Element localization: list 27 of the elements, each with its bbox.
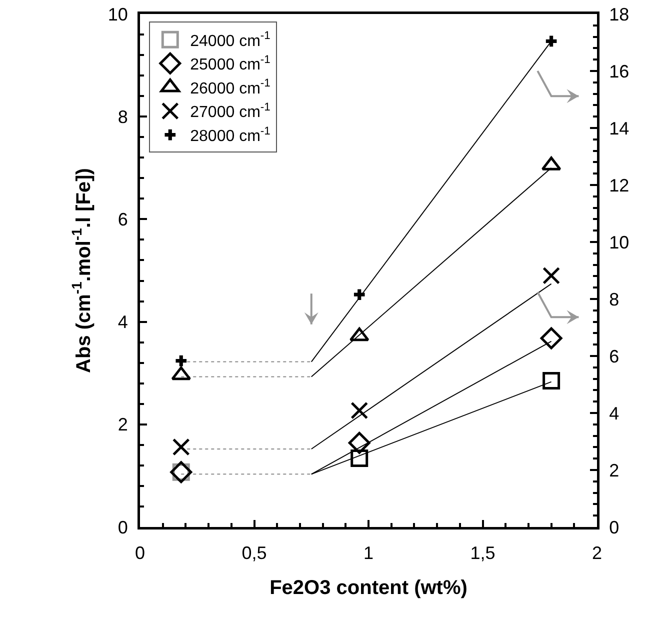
y2-tick-label: 6 xyxy=(609,346,620,366)
y2-tick-label: 0 xyxy=(609,517,620,538)
x-tick-label: 0 xyxy=(134,543,146,564)
x-tick-label: 0,5 xyxy=(242,543,267,564)
y-tick-label: 4 xyxy=(118,312,128,332)
y-tick-label: 2 xyxy=(118,414,128,435)
y2-tick-label: 10 xyxy=(609,232,630,252)
y2-tick-label: 14 xyxy=(609,118,630,138)
y-tick-label: 10 xyxy=(108,4,128,24)
y-tick-label: 6 xyxy=(118,210,128,230)
legend-label: 24000 cm$^{-1}$ xyxy=(190,30,270,50)
y-tick-label: 0 xyxy=(118,517,128,538)
x-tick-label: 1,5 xyxy=(470,543,496,564)
y2-tick-label: 12 xyxy=(609,175,630,196)
legend-label: 26000 cm$^{-1}$ xyxy=(190,78,270,98)
y2-tick-label: 8 xyxy=(609,289,620,310)
y2-tick-label: 18 xyxy=(609,4,630,24)
x-tick-label: 2 xyxy=(592,543,602,564)
y2-tick-label: 16 xyxy=(609,61,630,82)
legend-label: 28000 cm$^{-1}$ xyxy=(190,125,270,146)
x-tick-label: 1 xyxy=(363,543,374,564)
y2-tick-label: 2 xyxy=(609,460,620,480)
y-tick-label: 8 xyxy=(118,106,128,127)
y2-tick-label: 4 xyxy=(609,403,620,424)
x-axis-title: Fe2O3 content (wt%) xyxy=(270,576,468,599)
legend-label: 25000 cm$^{-1}$ xyxy=(190,54,270,74)
legend-label: 27000 cm$^{-1}$ xyxy=(190,102,270,122)
